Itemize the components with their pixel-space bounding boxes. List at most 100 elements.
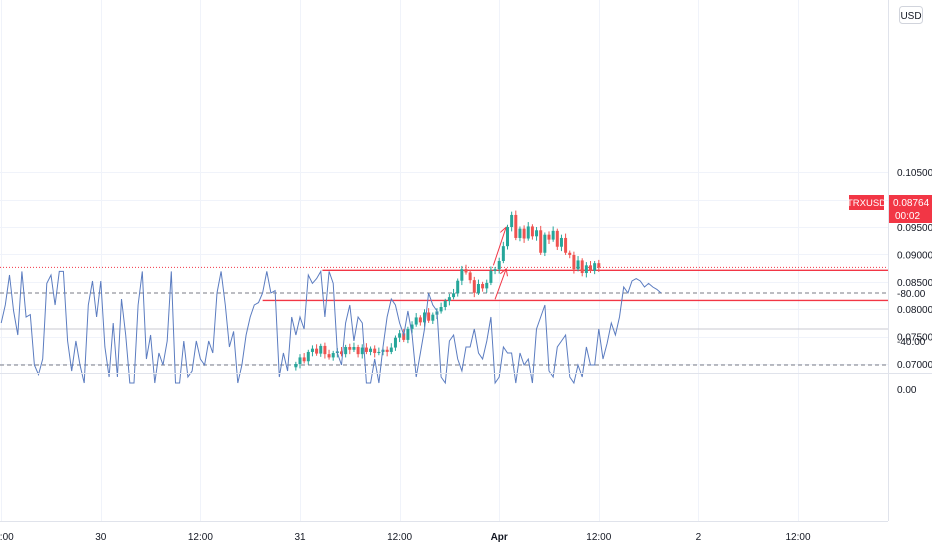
price-tick-label: 0.09500 xyxy=(897,223,932,234)
candle-body xyxy=(497,260,501,270)
candle-body xyxy=(360,347,364,355)
candle-body xyxy=(398,333,402,338)
candle-body xyxy=(364,347,368,352)
arrow-drawing xyxy=(494,270,506,300)
candle-body xyxy=(510,214,514,227)
indicator-tick-label: 0.00 xyxy=(897,385,917,396)
time-tick-label: 2 xyxy=(696,532,702,543)
time-axis[interactable]: 12:00 30 12:00 31 12:00 Apr 12:00 2 12:00 xyxy=(0,532,811,543)
candle-body xyxy=(352,347,356,350)
candle-body xyxy=(572,254,576,270)
indicator-tick-label: -40.00 xyxy=(897,337,926,348)
arrow-drawing xyxy=(492,228,505,266)
candle-body xyxy=(310,348,314,352)
last-price-value: 0.08764 xyxy=(893,198,930,209)
candle-body xyxy=(481,283,485,289)
candle-body xyxy=(452,293,456,298)
candle-body xyxy=(547,234,551,240)
currency-label: USD xyxy=(900,11,921,22)
candle-body xyxy=(568,252,572,255)
candle-body xyxy=(468,272,472,281)
time-tick-label: 12:00 xyxy=(586,532,611,543)
candle-body xyxy=(485,282,489,289)
candle-body xyxy=(298,357,302,364)
candle-body xyxy=(447,297,451,301)
chart-drawings[interactable] xyxy=(0,228,888,302)
candle-body xyxy=(456,280,460,294)
candle-body xyxy=(319,345,323,354)
time-tick-label: 12:00 xyxy=(785,532,810,543)
candle-body xyxy=(443,300,447,308)
candle-body xyxy=(431,314,435,321)
candle-body xyxy=(402,333,406,340)
bar-countdown: 00:02 xyxy=(895,211,920,222)
candle-body xyxy=(427,312,431,321)
indicator-series xyxy=(0,269,662,385)
candle-body xyxy=(543,234,547,253)
indicator-tick-label: -80.00 xyxy=(897,289,926,300)
candle-body xyxy=(522,228,526,239)
candle-body xyxy=(385,349,389,352)
price-pane-grid xyxy=(0,0,888,373)
candle-body xyxy=(393,337,397,348)
time-tick-label: 12:00 xyxy=(387,532,412,543)
candle-body xyxy=(369,348,373,352)
time-tick-label: 12:00 xyxy=(188,532,213,543)
candle-body xyxy=(551,230,555,240)
candle-body xyxy=(340,351,343,355)
candlestick-series xyxy=(294,210,601,371)
currency-button[interactable]: USD xyxy=(899,6,923,24)
indicator-line xyxy=(0,269,662,385)
candle-body xyxy=(564,237,568,253)
candle-body xyxy=(331,353,335,358)
candle-body xyxy=(423,312,426,323)
candle-body xyxy=(315,348,319,354)
candle-body xyxy=(539,230,543,253)
candle-body xyxy=(460,269,464,281)
time-tick-label: 31 xyxy=(294,532,306,543)
candle-body xyxy=(576,260,580,270)
candle-body xyxy=(555,230,559,247)
candle-body xyxy=(373,348,377,354)
indicator-pane-grid xyxy=(1,374,799,521)
candle-body xyxy=(501,246,505,261)
symbol-label: TRXUSD xyxy=(847,198,886,209)
candle-body xyxy=(377,351,381,354)
candle-body xyxy=(526,226,530,239)
candle-body xyxy=(414,317,418,325)
last-price-label: TRXUSD 0.08764 00:02 xyxy=(847,195,932,223)
indicator-axis[interactable]: 0.00 -40.00 -80.00 xyxy=(897,289,926,396)
candle-body xyxy=(356,347,360,355)
price-tick-label: 0.09000 xyxy=(897,250,932,261)
time-tick-label: 12:00 xyxy=(0,532,14,543)
time-tick-label: Apr xyxy=(491,532,508,543)
chart-axes xyxy=(0,0,932,522)
candle-body xyxy=(327,354,331,358)
candle-body xyxy=(302,357,306,362)
indicator-band xyxy=(0,292,888,366)
candle-body xyxy=(389,347,393,352)
candle-body xyxy=(518,228,522,238)
price-tick-label: 0.07000 xyxy=(897,360,932,371)
candle-body xyxy=(294,364,298,368)
candle-body xyxy=(530,226,534,237)
candle-body xyxy=(306,351,310,362)
candle-body xyxy=(506,227,509,247)
candle-body xyxy=(593,263,597,271)
candle-body xyxy=(535,230,539,237)
candle-body xyxy=(493,269,497,271)
price-tick-label: 0.10500 xyxy=(897,168,932,179)
time-tick-label: 30 xyxy=(95,532,107,543)
candle-body xyxy=(584,265,588,274)
candle-body xyxy=(406,328,410,340)
candle-body xyxy=(418,317,422,323)
candle-body xyxy=(410,324,414,329)
candle-body xyxy=(348,347,352,350)
candle-body xyxy=(597,263,601,268)
candle-body xyxy=(344,347,348,355)
candle-body xyxy=(476,283,480,293)
candle-body xyxy=(489,270,493,283)
candle-body xyxy=(323,345,327,355)
